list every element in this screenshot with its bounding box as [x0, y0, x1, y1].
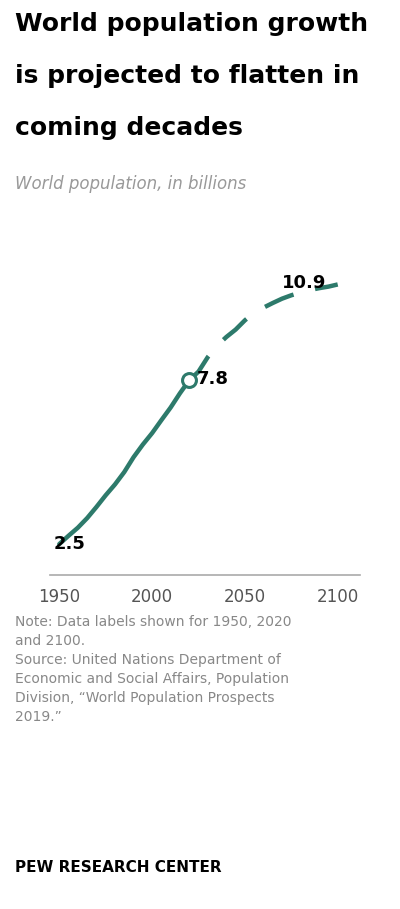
Text: and 2100.: and 2100.	[15, 634, 85, 648]
Text: coming decades: coming decades	[15, 116, 243, 140]
Text: is projected to flatten in: is projected to flatten in	[15, 64, 359, 88]
Text: 2019.”: 2019.”	[15, 710, 62, 724]
Text: Source: United Nations Department of: Source: United Nations Department of	[15, 653, 281, 667]
Text: 2.5: 2.5	[54, 535, 86, 553]
Text: PEW RESEARCH CENTER: PEW RESEARCH CENTER	[15, 860, 222, 875]
Text: Division, “World Population Prospects: Division, “World Population Prospects	[15, 691, 274, 705]
Text: World population growth: World population growth	[15, 12, 368, 36]
Text: 7.8: 7.8	[197, 370, 229, 388]
Text: Note: Data labels shown for 1950, 2020: Note: Data labels shown for 1950, 2020	[15, 615, 292, 629]
Text: 10.9: 10.9	[282, 274, 326, 292]
Text: Economic and Social Affairs, Population: Economic and Social Affairs, Population	[15, 672, 289, 686]
Text: World population, in billions: World population, in billions	[15, 175, 246, 193]
